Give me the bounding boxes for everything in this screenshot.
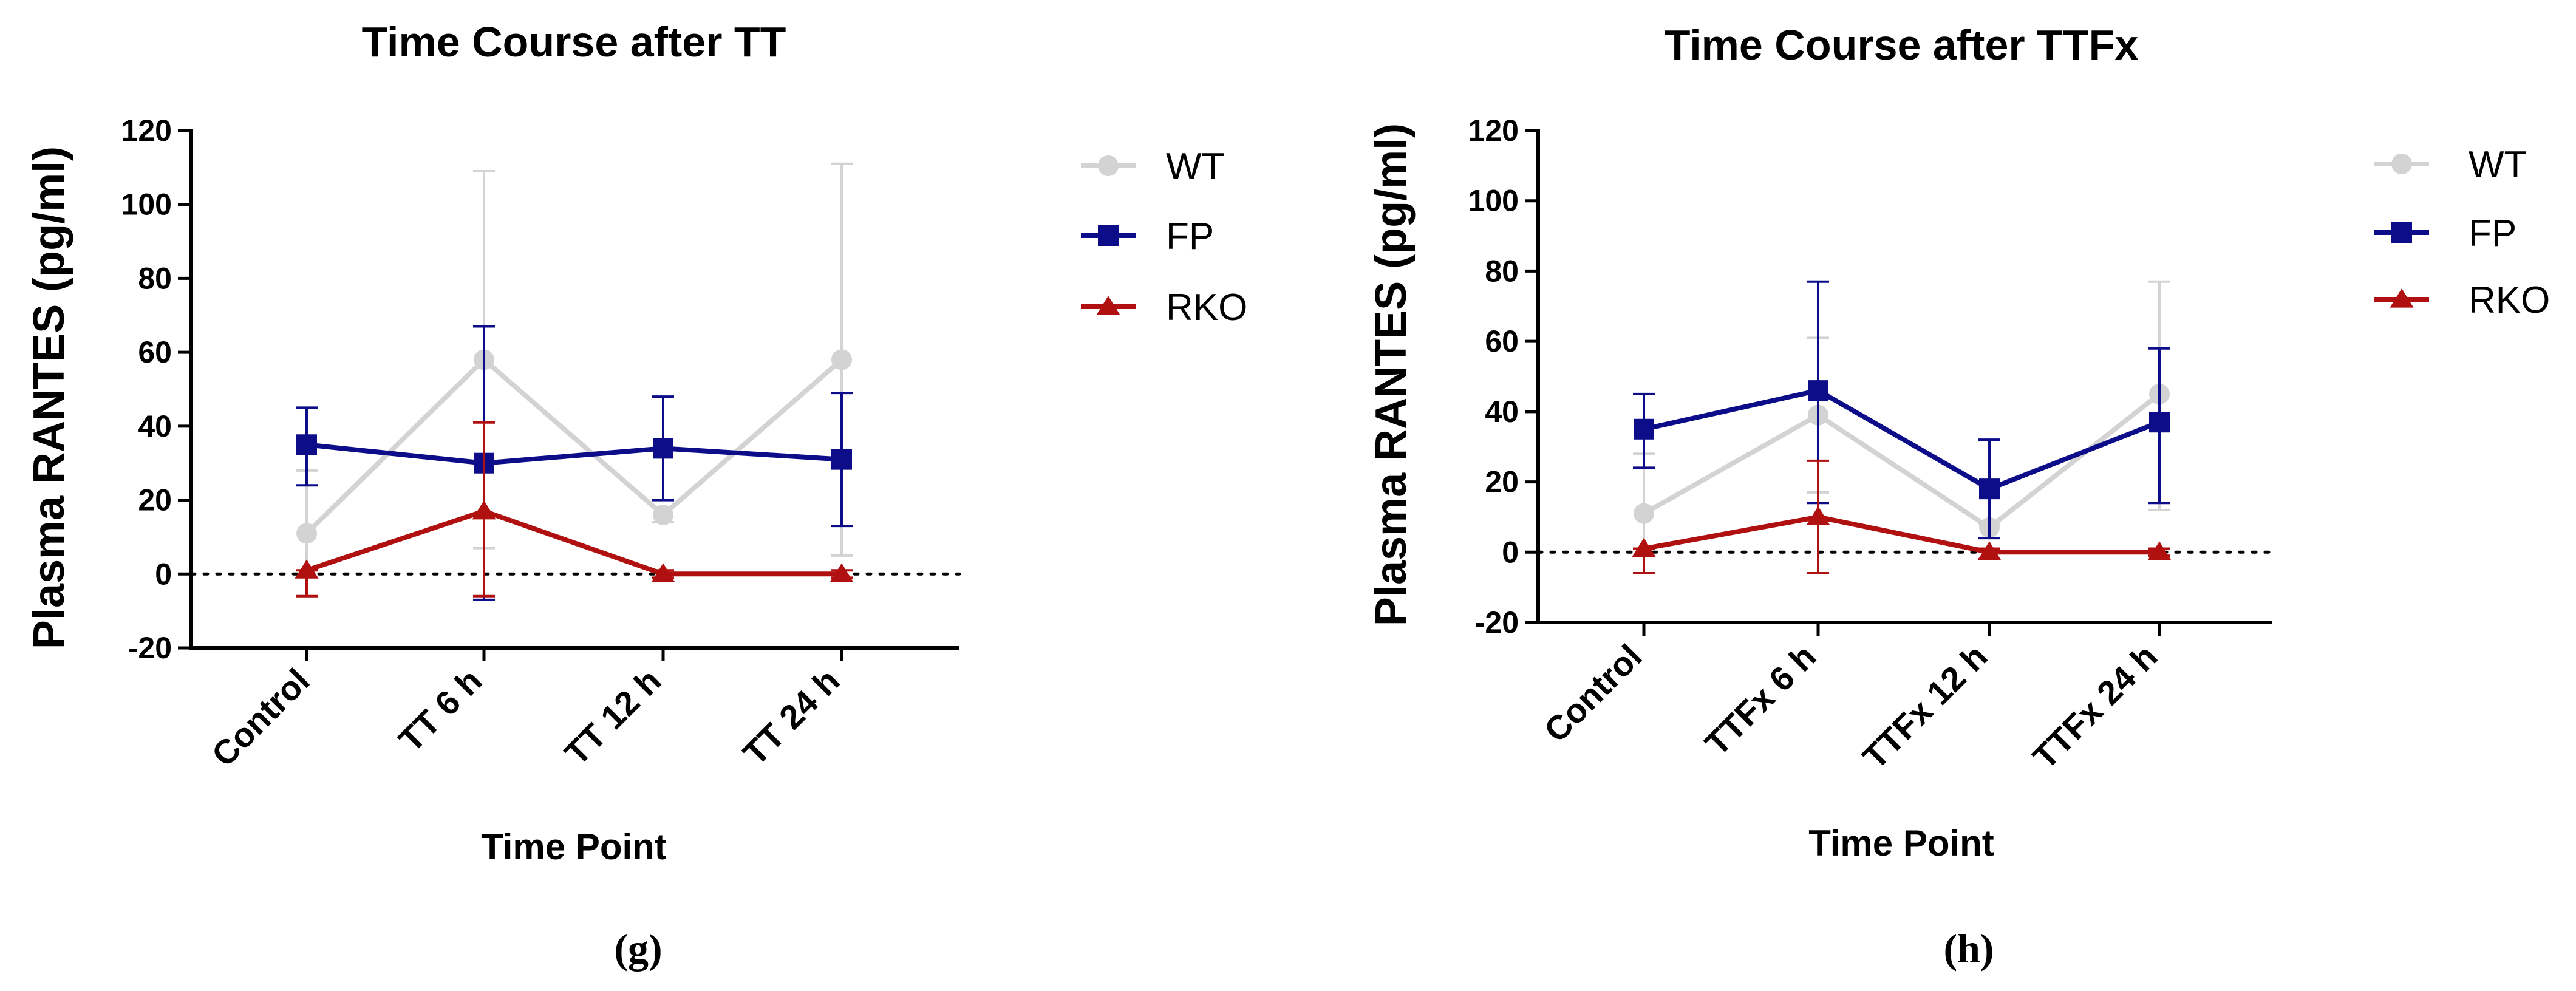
data-point bbox=[831, 449, 852, 470]
x-axis-label: Time Point bbox=[481, 826, 667, 867]
legend-marker bbox=[1098, 155, 1119, 176]
series-line bbox=[305, 357, 843, 536]
y-tick-label: 0 bbox=[155, 557, 172, 591]
y-axis-label: Plasma RANTES (pg/ml) bbox=[25, 146, 73, 649]
legend-label: FP bbox=[1166, 216, 1214, 257]
x-tick-label: TT 6 h bbox=[391, 661, 489, 759]
data-point bbox=[1634, 503, 1654, 524]
series-wt bbox=[296, 162, 853, 598]
y-tick-label: 60 bbox=[1485, 324, 1519, 358]
y-tick-label: 60 bbox=[138, 335, 172, 369]
panel-label: (h) bbox=[1943, 925, 1994, 972]
y-tick-label: -20 bbox=[1475, 605, 1519, 639]
legend-label: RKO bbox=[2469, 279, 2550, 321]
legend-item-rko: RKO bbox=[1081, 287, 1247, 329]
y-tick-label: 120 bbox=[121, 114, 172, 148]
legend-item-rko: RKO bbox=[2374, 279, 2550, 321]
chart-title: Time Course after TTFx bbox=[1665, 21, 2139, 69]
legend-marker bbox=[2390, 288, 2414, 308]
legend-label: RKO bbox=[1166, 287, 1247, 329]
x-tick-label: Control bbox=[204, 661, 316, 774]
data-point bbox=[1979, 478, 2000, 500]
y-tick-label: -20 bbox=[128, 631, 172, 665]
plot-area: -20 0 20 40 60 80 100 120 Control TTFx 6 h TTFx 12… bbox=[1468, 114, 2274, 776]
y-tick-label: 80 bbox=[138, 261, 172, 295]
data-point bbox=[831, 349, 852, 370]
series-line bbox=[1643, 388, 2161, 492]
x-tick-label: TT 24 h bbox=[735, 661, 847, 772]
data-point bbox=[295, 559, 319, 579]
legend-item-fp: FP bbox=[2374, 213, 2516, 254]
series-fp bbox=[1633, 280, 2170, 540]
legend-item-fp: FP bbox=[1081, 216, 1214, 257]
series-wt bbox=[1633, 280, 2170, 574]
x-tick-label: TTFx 24 h bbox=[2025, 637, 2164, 776]
legend-marker bbox=[2391, 222, 2412, 243]
y-tick-label: 40 bbox=[1485, 395, 1519, 429]
series-line bbox=[305, 508, 842, 577]
y-tick-label: 120 bbox=[1468, 114, 1519, 148]
data-point bbox=[296, 434, 317, 455]
data-point bbox=[653, 438, 673, 459]
legend: WT FP RKO bbox=[2374, 144, 2550, 321]
legend-marker bbox=[1098, 225, 1119, 246]
data-point bbox=[2149, 412, 2170, 433]
x-tick-label: TTFx 6 h bbox=[1697, 637, 1823, 763]
data-point bbox=[830, 563, 854, 582]
data-point bbox=[1634, 418, 1654, 440]
y-tick-label: 20 bbox=[138, 483, 172, 517]
panel-label: (g) bbox=[614, 925, 662, 972]
x-tick-label: TT 12 h bbox=[557, 661, 668, 772]
chart-title: Time Course after TT bbox=[362, 18, 786, 66]
y-tick-label: 0 bbox=[1502, 535, 1519, 569]
y-tick-label: 20 bbox=[1485, 465, 1519, 499]
y-tick-label: 80 bbox=[1485, 254, 1519, 288]
series-rko bbox=[1632, 459, 2172, 574]
x-tick-label: Control bbox=[1536, 637, 1649, 749]
y-axis-label: Plasma RANTES (pg/ml) bbox=[1367, 123, 1416, 626]
y-tick-label: 40 bbox=[138, 409, 172, 443]
data-point bbox=[1632, 537, 1656, 557]
data-point bbox=[1806, 506, 1830, 526]
legend-marker bbox=[1096, 296, 1120, 315]
y-tick-label: 100 bbox=[121, 188, 172, 222]
series-line bbox=[1643, 392, 2161, 530]
legend: WT FP RKO bbox=[1081, 146, 1247, 329]
x-axis-label: Time Point bbox=[1808, 823, 1994, 863]
x-tick-label: TTFx 12 h bbox=[1855, 637, 1994, 776]
legend-item-wt: WT bbox=[1081, 146, 1224, 188]
data-point bbox=[653, 504, 673, 525]
series-line bbox=[1643, 514, 2159, 555]
data-point bbox=[296, 523, 317, 544]
series-line bbox=[306, 442, 842, 466]
legend-label: WT bbox=[1166, 146, 1224, 188]
data-point bbox=[651, 563, 675, 582]
series-rko bbox=[295, 421, 854, 598]
data-point bbox=[1808, 380, 1828, 401]
legend-label: WT bbox=[2469, 144, 2527, 186]
legend-label: FP bbox=[2469, 213, 2516, 254]
data-point bbox=[1977, 541, 2002, 560]
data-point bbox=[2147, 541, 2172, 560]
chart-panel-g: Time Course after TT Plasma RANTES (pg/m… bbox=[25, 18, 1247, 972]
chart-panel-h: Time Course after TTFx Plasma RANTES (pg… bbox=[1367, 21, 2550, 972]
y-tick-label: 100 bbox=[1468, 184, 1519, 218]
legend-marker bbox=[2391, 154, 2412, 174]
data-point bbox=[472, 500, 496, 520]
plot-area: -20 0 20 40 60 80 100 120 Control TT 6 h TT 12 h TT… bbox=[121, 114, 961, 774]
legend-item-wt: WT bbox=[2374, 144, 2527, 186]
